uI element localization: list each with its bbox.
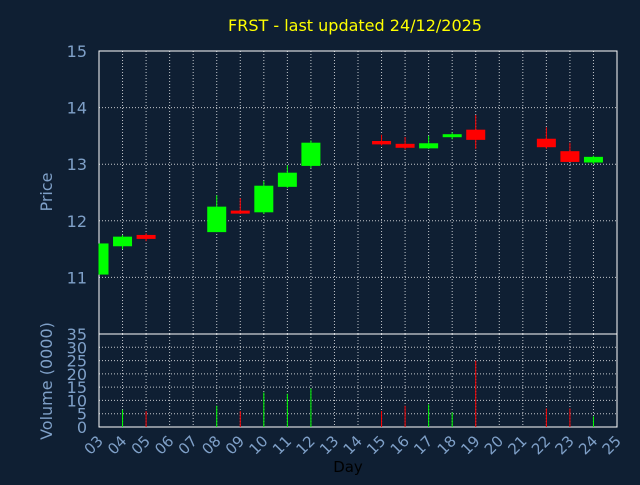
candle-body (536, 138, 556, 148)
volume-grid (99, 333, 617, 428)
volume-frame-rect (98, 333, 618, 428)
volume-y-tick-label: 25 (67, 352, 87, 371)
candle-body (583, 156, 603, 163)
price-y-tick-label: 14 (67, 99, 87, 118)
volume-y-tick-label: 35 (67, 325, 87, 344)
candle (254, 181, 274, 215)
candlestick-series (98, 114, 603, 275)
candle-body (277, 172, 297, 187)
x-axis-label: Day (333, 458, 363, 476)
volume-y-tick-label: 30 (67, 338, 87, 357)
volume-y-tick-label: 10 (67, 391, 87, 410)
volume-y-tick-label: 15 (67, 378, 87, 397)
x-tick-label: 21 (504, 432, 530, 458)
candle (442, 132, 462, 140)
price-y-tick-label: 12 (67, 212, 87, 231)
x-tick-label: 20 (481, 432, 507, 458)
candle-body (395, 143, 415, 148)
candle (419, 135, 439, 149)
volume-bar-series (122, 360, 594, 427)
volume-axis-label: Volume (0000) (37, 322, 56, 440)
price-y-tick-label: 15 (67, 42, 87, 61)
x-tick-label: 17 (410, 432, 436, 458)
candle (230, 198, 250, 215)
price-axis-label: Price (37, 172, 56, 211)
volume-y-tick-label: 5 (77, 405, 87, 424)
volume-y-tick-label: 20 (67, 365, 87, 384)
x-tick-label: 05 (128, 432, 154, 458)
candle (536, 127, 556, 149)
candle-body (466, 129, 486, 140)
x-tick-labels: 0304050607080910111213141516171819202122… (81, 432, 625, 458)
candle-body (136, 234, 156, 239)
x-tick-label: 18 (434, 432, 460, 458)
x-tick-label: 22 (528, 432, 554, 458)
x-tick-label: 25 (599, 432, 625, 458)
candle (113, 234, 133, 250)
x-tick-label: 09 (222, 432, 248, 458)
candle (395, 137, 415, 150)
x-tick-label: 13 (316, 432, 342, 458)
x-tick-label: 07 (175, 432, 201, 458)
chart-title: FRST - last updated 24/12/2025 (228, 16, 482, 35)
candle (583, 155, 603, 165)
candle (136, 233, 156, 242)
candle-body (207, 206, 227, 233)
candle (372, 134, 392, 146)
candle (560, 142, 580, 162)
candle-body (99, 243, 109, 275)
x-tick-label: 15 (363, 432, 389, 458)
x-tick-label: 24 (575, 432, 601, 458)
candle (277, 165, 297, 188)
volume-y-tick-label: 0 (77, 418, 87, 437)
candle-body (560, 151, 580, 162)
candle (466, 114, 486, 149)
x-tick-label: 06 (151, 432, 177, 458)
candle (98, 243, 109, 275)
x-tick-label: 12 (293, 432, 319, 458)
x-tick-label: 14 (340, 432, 366, 458)
candle-body (113, 236, 133, 247)
candle-body (254, 185, 274, 213)
x-tick-label: 10 (245, 432, 271, 458)
x-tick-label: 11 (269, 432, 295, 458)
price-y-tick-label: 13 (67, 155, 87, 174)
candle (207, 195, 227, 233)
x-tick-label: 08 (198, 432, 224, 458)
candle-body (372, 140, 392, 145)
candle-body (301, 142, 321, 166)
price-grid (99, 50, 617, 334)
x-tick-label: 16 (387, 432, 413, 458)
price-y-tick-labels: 11 12 13 14 15 (67, 42, 87, 287)
x-tick-label: 19 (457, 432, 483, 458)
candle-body (442, 134, 462, 138)
volume-panel-frame (98, 333, 618, 428)
candle-body (230, 210, 250, 214)
candle-body (419, 143, 439, 149)
x-tick-label: 23 (552, 432, 578, 458)
price-y-tick-label: 11 (67, 268, 87, 287)
candle (301, 140, 321, 169)
x-tick-label: 04 (104, 432, 130, 458)
